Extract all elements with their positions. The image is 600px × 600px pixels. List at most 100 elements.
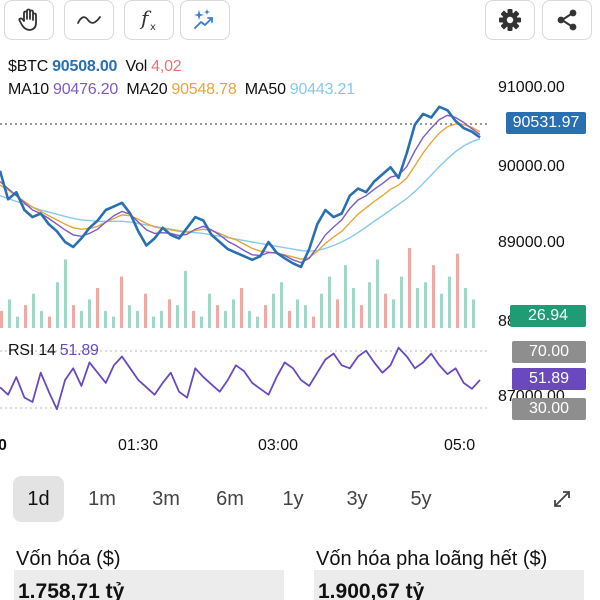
ma-legend: MA10 90476.20 MA20 90548.78 MA50 90443.21 — [8, 81, 359, 99]
price-value: 90508.00 — [52, 58, 118, 75]
range-6m-button[interactable]: 6m — [216, 487, 244, 510]
volume-bar — [224, 310, 227, 328]
volume-bar — [336, 299, 339, 328]
line-tool-button[interactable] — [64, 0, 114, 40]
volume-bar — [304, 305, 307, 328]
volume-bar — [296, 299, 299, 328]
vol-value: 4,02 — [151, 58, 182, 75]
volume-bar — [392, 299, 395, 328]
volume-bar — [72, 305, 75, 328]
volume-bar — [136, 310, 139, 328]
ma50-label: MA50 — [244, 81, 286, 98]
indicator-button[interactable]: f x — [124, 0, 174, 40]
rsi-value: 51.89 — [59, 342, 99, 359]
ma50-line — [0, 138, 481, 252]
expand-diagonal-icon — [554, 491, 570, 507]
volume-bar — [448, 276, 451, 328]
volume-bar — [408, 248, 411, 328]
fdv-value: 1.900,67 tỷ — [314, 570, 584, 600]
volume-bar — [96, 288, 99, 328]
volume-bar — [48, 316, 51, 328]
volume-bar — [400, 276, 403, 328]
volume-bar — [8, 299, 11, 328]
vol-label: Vol — [125, 58, 148, 75]
volume-bar — [40, 310, 43, 328]
rsi-lower-band-tag: 30.00 — [512, 398, 586, 420]
share-icon — [557, 9, 577, 31]
range-5y-button[interactable]: 5y — [410, 487, 432, 510]
volume-bar — [128, 305, 131, 328]
volume-bar — [112, 316, 115, 328]
volume-bar — [104, 310, 107, 328]
chart-toolbar: f x — [0, 0, 600, 44]
volume-bar — [424, 282, 427, 328]
volume-bar — [272, 293, 275, 328]
price-axis-label: 91000.00 — [498, 79, 565, 96]
volume-bar — [416, 288, 419, 328]
volume-bar — [120, 276, 123, 328]
rsi-current-tag: 51.89 — [512, 368, 586, 390]
ma20-label: MA20 — [126, 81, 168, 98]
share-button[interactable] — [542, 0, 592, 40]
volume-bar — [16, 316, 19, 328]
price-chart[interactable]: 91000.00 90000.00 89000.00 88000.00 8700… — [0, 44, 600, 464]
volume-bar — [64, 259, 67, 328]
price-line — [0, 105, 481, 269]
range-selector: 1d 1m 3m 6m 1y 3y 5y — [0, 476, 600, 522]
range-1y-button[interactable]: 1y — [282, 487, 304, 510]
volume-bar — [456, 253, 459, 328]
volume-bar — [440, 293, 443, 328]
ma50-value: 90443.21 — [289, 81, 355, 98]
volume-bar — [208, 293, 211, 328]
price-axis-label: 90000.00 — [498, 158, 565, 175]
volume-bar — [80, 310, 83, 328]
range-1m-button[interactable]: 1m — [88, 487, 116, 510]
volume-bar — [264, 305, 267, 328]
volume-bar — [32, 293, 35, 328]
rsi-label: RSI 14 — [8, 342, 56, 359]
fdv-label: Vốn hóa pha loãng hết ($) — [316, 548, 548, 570]
volume-bar — [56, 282, 59, 328]
time-axis-label: 01:30 — [118, 437, 158, 454]
volume-bar — [312, 316, 315, 328]
rsi-line — [0, 346, 481, 411]
volume-tag: 26.94 — [510, 305, 586, 327]
ma20-line — [0, 123, 481, 260]
volume-bar — [88, 299, 91, 328]
volume-bar — [376, 259, 379, 328]
price-chart-canvas[interactable]: 91000.00 90000.00 89000.00 88000.00 8700… — [0, 44, 600, 464]
volume-bar — [472, 299, 475, 328]
volume-bar — [216, 305, 219, 328]
current-price-tag: 90531.97 — [506, 112, 586, 134]
wave-line-icon — [77, 16, 101, 24]
volume-bar — [256, 316, 259, 328]
volume-bar — [24, 305, 27, 328]
volume-bar — [144, 293, 147, 328]
volume-bar — [280, 282, 283, 328]
time-axis-label: 0 — [0, 437, 7, 454]
volume-bar — [168, 299, 171, 328]
volume-bar — [248, 310, 251, 328]
ma20-value: 90548.78 — [171, 81, 237, 98]
volume-bar — [320, 293, 323, 328]
symbol-label: $BTC — [8, 58, 49, 75]
volume-bar — [344, 265, 347, 328]
settings-button[interactable] — [485, 0, 535, 40]
function-icon: f x — [139, 6, 156, 33]
volume-bar — [160, 310, 163, 328]
rsi-legend: RSI 14 51.89 — [8, 342, 103, 360]
range-3m-button[interactable]: 3m — [152, 487, 180, 510]
volume-bar — [384, 293, 387, 328]
range-1d-button[interactable]: 1d — [13, 476, 64, 522]
hand-icon — [18, 8, 37, 31]
expand-chart-button[interactable] — [540, 476, 584, 522]
gear-icon — [499, 9, 521, 31]
volume-bar — [328, 276, 331, 328]
ai-insight-button[interactable] — [180, 0, 230, 40]
sparkle-chart-icon — [194, 9, 213, 29]
range-3y-button[interactable]: 3y — [346, 487, 368, 510]
volume-bar — [200, 316, 203, 328]
market-cap-label: Vốn hóa ($) — [16, 548, 121, 570]
volume-bar — [192, 310, 195, 328]
hand-tool-button[interactable] — [4, 0, 54, 40]
